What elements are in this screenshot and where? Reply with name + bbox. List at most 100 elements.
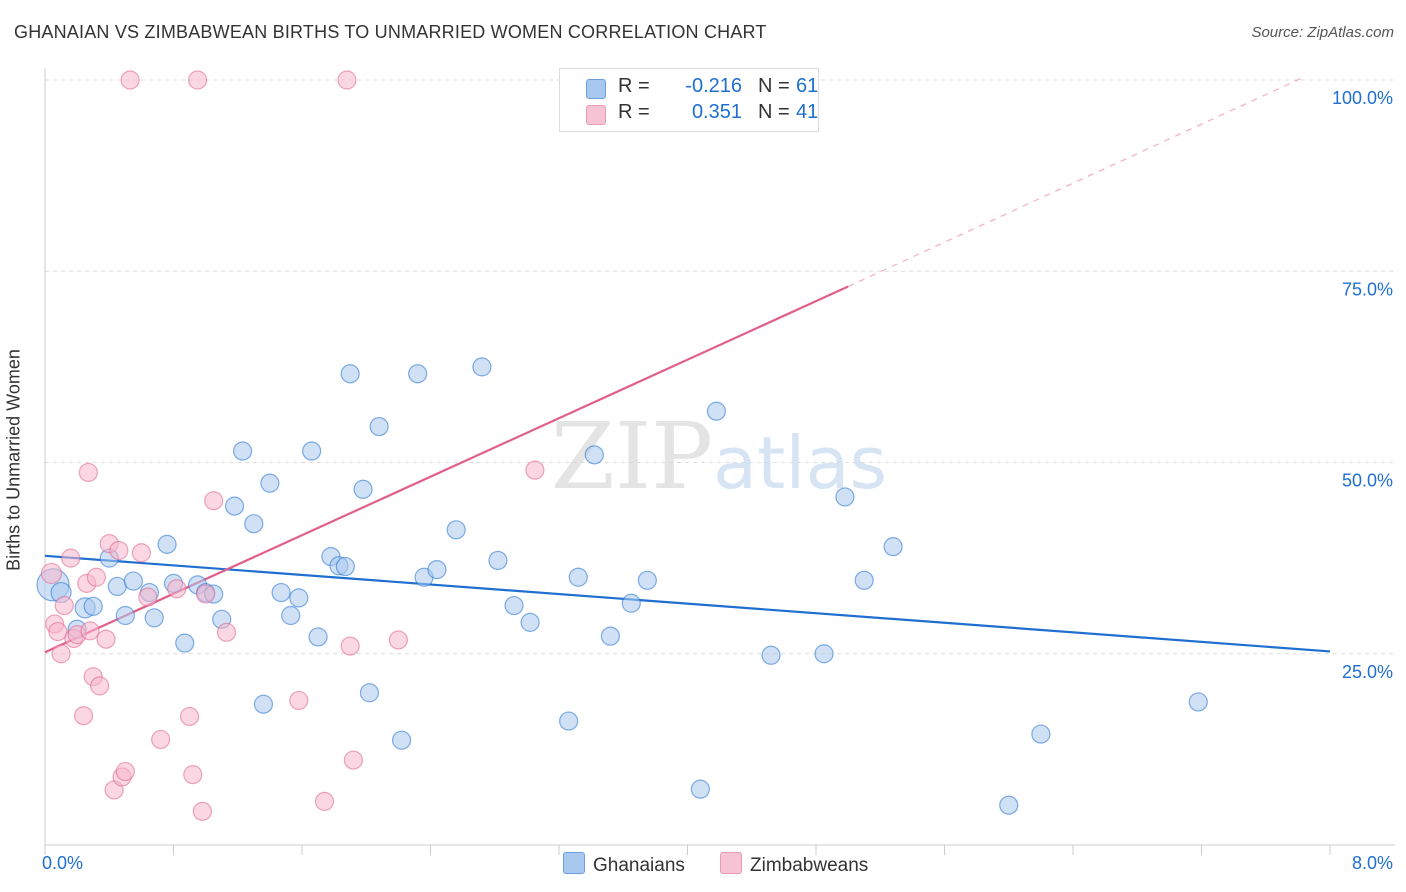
data-point-zimbabweans[interactable] (151, 729, 171, 750)
data-point-ghanaians[interactable] (224, 496, 245, 516)
zimbabweans-r-value: 0.351 (691, 101, 742, 123)
data-point-zimbabweans[interactable] (40, 562, 63, 585)
data-point-zimbabweans[interactable] (80, 621, 100, 641)
data-point-ghanaians[interactable] (408, 364, 428, 384)
data-point-ghanaians[interactable] (690, 779, 710, 799)
data-point-ghanaians[interactable] (835, 487, 855, 507)
data-point-zimbabweans[interactable] (314, 791, 335, 811)
ghanaians-legend-label: Ghanaians (593, 855, 685, 876)
data-point-zimbabweans[interactable] (388, 630, 408, 650)
n-label: N = (758, 75, 790, 97)
data-point-ghanaians[interactable] (271, 582, 291, 603)
data-point-zimbabweans[interactable] (90, 676, 110, 696)
data-point-ghanaians[interactable] (302, 441, 322, 461)
y-tick-label: 50.0% (1342, 471, 1393, 491)
data-point-zimbabweans[interactable] (343, 750, 363, 770)
r-label: R = (618, 75, 650, 97)
data-point-ghanaians[interactable] (281, 605, 301, 626)
data-point-ghanaians[interactable] (559, 711, 579, 731)
data-point-zimbabweans[interactable] (183, 765, 203, 785)
data-point-ghanaians[interactable] (854, 570, 874, 590)
data-point-ghanaians[interactable] (1188, 692, 1208, 712)
data-point-zimbabweans[interactable] (51, 644, 71, 664)
legend-item-ghanaians[interactable]: Ghanaians (563, 852, 685, 877)
data-point-zimbabweans[interactable] (96, 629, 116, 649)
data-point-ghanaians[interactable] (107, 576, 127, 597)
data-point-zimbabweans[interactable] (337, 70, 357, 90)
data-point-ghanaians[interactable] (706, 401, 727, 421)
trend-extension-zimbabweans (847, 75, 1307, 288)
data-point-ghanaians[interactable] (504, 595, 524, 616)
data-point-zimbabweans[interactable] (78, 462, 98, 483)
x-tick-label: 8.0% (1352, 853, 1393, 873)
data-point-ghanaians[interactable] (391, 730, 412, 750)
ghanaians-n-value: 61 (796, 75, 819, 97)
data-point-zimbabweans[interactable] (73, 706, 94, 726)
data-point-ghanaians[interactable] (1031, 724, 1051, 744)
data-point-ghanaians[interactable] (814, 644, 834, 664)
data-point-ghanaians[interactable] (427, 559, 447, 580)
correlation-legend: R = -0.216 N = 61 R = 0.351 N = 41 (559, 68, 819, 132)
data-point-ghanaians[interactable] (308, 627, 328, 647)
data-point-ghanaians[interactable] (260, 473, 280, 493)
data-point-ghanaians[interactable] (244, 514, 264, 534)
data-point-ghanaians[interactable] (144, 608, 164, 628)
data-point-zimbabweans[interactable] (340, 636, 360, 656)
data-point-zimbabweans[interactable] (61, 548, 81, 568)
data-point-ghanaians[interactable] (446, 520, 466, 540)
trend-line-ghanaians (44, 554, 1331, 653)
data-point-zimbabweans[interactable] (54, 595, 74, 616)
data-point-ghanaians[interactable] (353, 479, 373, 499)
data-point-zimbabweans[interactable] (192, 801, 213, 821)
data-point-ghanaians[interactable] (359, 683, 380, 703)
data-point-ghanaians[interactable] (637, 570, 657, 590)
data-point-zimbabweans[interactable] (525, 460, 545, 480)
data-point-zimbabweans[interactable] (179, 706, 200, 727)
data-point-ghanaians[interactable] (488, 550, 508, 571)
data-point-ghanaians[interactable] (520, 612, 540, 632)
source-credit[interactable]: Source: ZipAtlas.com (1251, 24, 1394, 41)
data-point-zimbabweans[interactable] (86, 567, 107, 587)
zimbabweans-legend-label: Zimbabweans (750, 855, 869, 876)
y-tick-label: 25.0% (1342, 662, 1393, 682)
watermark-atlas: atlas (713, 421, 887, 505)
data-point-zimbabweans[interactable] (167, 579, 187, 599)
data-point-ghanaians[interactable] (999, 795, 1019, 815)
data-point-ghanaians[interactable] (83, 596, 103, 616)
data-point-ghanaians[interactable] (123, 571, 143, 591)
zimbabweans-legend-swatch (720, 852, 742, 874)
chart-title: GHANAIAN VS ZIMBABWEAN BIRTHS TO UNMARRI… (14, 22, 767, 42)
r-label: R = (618, 101, 650, 123)
data-point-zimbabweans[interactable] (289, 690, 309, 711)
data-point-zimbabweans[interactable] (109, 540, 129, 561)
legend-item-zimbabweans[interactable]: Zimbabweans (720, 852, 868, 877)
data-point-zimbabweans[interactable] (138, 587, 158, 607)
data-point-zimbabweans[interactable] (216, 622, 237, 642)
data-point-ghanaians[interactable] (568, 567, 588, 587)
data-point-ghanaians[interactable] (157, 534, 177, 554)
data-point-ghanaians[interactable] (335, 556, 355, 577)
data-point-ghanaians[interactable] (232, 441, 253, 461)
watermark-zip: ZIP (551, 403, 713, 510)
data-point-zimbabweans[interactable] (120, 70, 140, 90)
data-point-zimbabweans[interactable] (115, 761, 135, 782)
data-point-ghanaians[interactable] (115, 605, 135, 626)
data-point-ghanaians[interactable] (883, 537, 903, 557)
data-point-zimbabweans[interactable] (48, 621, 68, 642)
data-point-ghanaians[interactable] (340, 364, 360, 384)
data-point-zimbabweans[interactable] (131, 543, 151, 563)
data-point-ghanaians[interactable] (472, 357, 492, 377)
data-point-ghanaians[interactable] (175, 633, 195, 653)
data-point-ghanaians[interactable] (761, 645, 781, 665)
data-point-ghanaians[interactable] (253, 694, 274, 714)
data-point-zimbabweans[interactable] (196, 584, 216, 604)
ghanaians-r-value: -0.216 (685, 75, 742, 97)
data-point-ghanaians[interactable] (584, 445, 604, 465)
data-point-zimbabweans[interactable] (187, 70, 208, 90)
data-point-ghanaians[interactable] (621, 593, 641, 613)
data-point-ghanaians[interactable] (289, 588, 309, 608)
data-point-zimbabweans[interactable] (204, 491, 224, 511)
data-point-ghanaians[interactable] (600, 626, 621, 646)
data-point-ghanaians[interactable] (369, 416, 389, 437)
